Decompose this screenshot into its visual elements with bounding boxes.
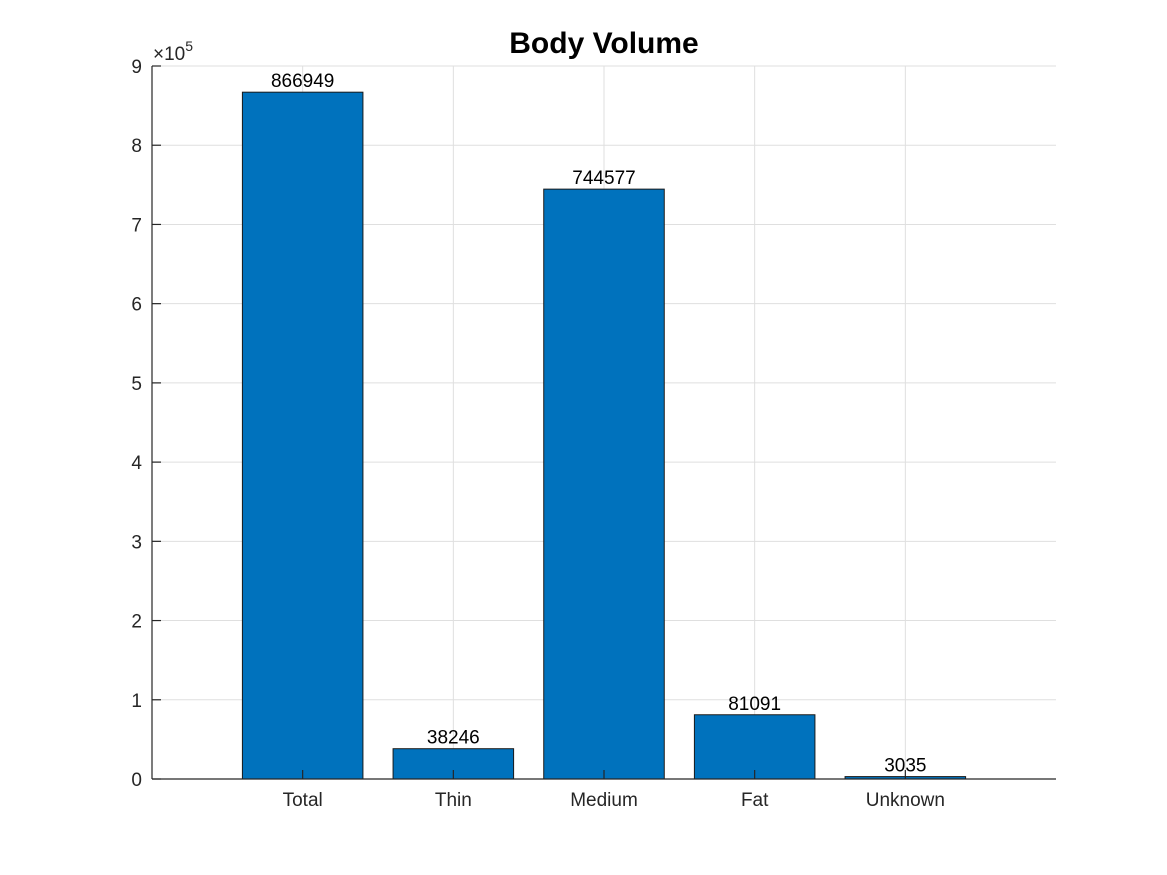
y-tick-label: 5 <box>131 374 142 395</box>
y-tick-label: 1 <box>131 691 142 712</box>
y-tick-label: 0 <box>131 770 142 791</box>
data-label-medium: 744577 <box>572 168 635 189</box>
y-tick-label: 8 <box>131 136 142 157</box>
data-label-unknown: 3035 <box>884 756 926 777</box>
data-label-total: 866949 <box>271 71 334 92</box>
bar-medium <box>543 188 665 780</box>
data-label-fat: 81091 <box>728 694 781 715</box>
y-tick-label: 9 <box>131 57 142 78</box>
bar-total <box>241 91 364 780</box>
y-exponent-label: ×105 <box>153 38 193 65</box>
y-tick-label: 4 <box>131 453 142 474</box>
y-tick-label: 6 <box>131 295 142 316</box>
labels: 866949 38246 744577 81091 3035 0 1 2 3 4 5 6 7 8 9 Tota… <box>131 38 945 811</box>
data-label-thin: 38246 <box>427 728 480 749</box>
y-tick-label: 2 <box>131 612 142 633</box>
x-tick-label-fat: Fat <box>741 790 769 811</box>
chart-title: Body Volume <box>509 27 698 60</box>
x-tick-label-medium: Medium <box>570 790 638 811</box>
bars <box>241 91 967 780</box>
y-tick-label: 7 <box>131 215 142 236</box>
axes <box>151 65 1056 780</box>
x-tick-label-thin: Thin <box>435 790 472 811</box>
x-tick-label-total: Total <box>283 790 323 811</box>
y-tick-label: 3 <box>131 532 142 553</box>
bar-fat <box>693 714 816 780</box>
x-tick-label-unknown: Unknown <box>866 790 945 811</box>
